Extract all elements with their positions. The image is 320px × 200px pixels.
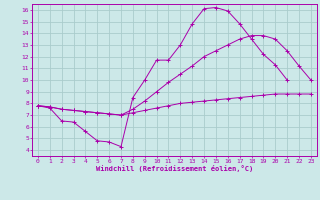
X-axis label: Windchill (Refroidissement éolien,°C): Windchill (Refroidissement éolien,°C) <box>96 165 253 172</box>
